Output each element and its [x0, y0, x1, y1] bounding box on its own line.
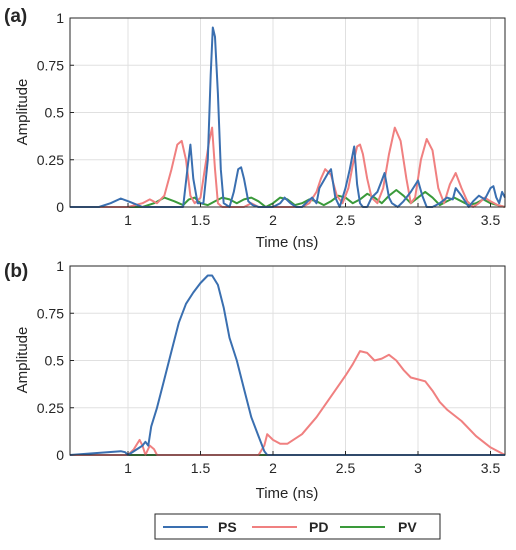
- x-tick-label: 1: [124, 212, 132, 228]
- x-tick-label: 3.5: [481, 460, 501, 476]
- panel-b-ylabel: Amplitude: [14, 327, 31, 394]
- x-tick-label: 3: [414, 460, 422, 476]
- x-tick-label: 1: [124, 460, 132, 476]
- y-tick-label: 1: [56, 10, 64, 26]
- x-tick-label: 2: [269, 460, 277, 476]
- panel-b-label: (b): [4, 261, 28, 282]
- series-line-ps: [69, 274, 505, 456]
- legend-label-pd: PD: [309, 519, 328, 535]
- panel-a-series: [70, 26, 506, 208]
- panel-b-series: [69, 274, 506, 456]
- legend: PS PD PV: [154, 513, 441, 540]
- y-tick-label: 0.5: [45, 353, 65, 369]
- panel-b-xlabel: Time (ns): [256, 485, 319, 502]
- x-tick-label: 3: [414, 212, 422, 228]
- series-line-pd: [70, 126, 506, 208]
- y-tick-label: 0.75: [37, 57, 64, 73]
- panel-a-xticks: 1 1.5 2 2.5 3 3.5: [124, 203, 500, 228]
- y-tick-label: 0: [56, 447, 64, 463]
- x-tick-label: 1.5: [191, 460, 211, 476]
- panel-b-yticks: 0 0.25 0.5 0.75 1: [37, 258, 74, 463]
- y-tick-label: 0: [56, 199, 64, 215]
- y-tick-label: 0.75: [37, 305, 64, 321]
- legend-label-pv: PV: [398, 519, 417, 535]
- x-tick-label: 3.5: [481, 212, 501, 228]
- panel-b-grid: [70, 265, 505, 456]
- panel-a-ylabel: Amplitude: [14, 79, 31, 146]
- panel-a-grid: [70, 17, 505, 208]
- series-line-ps: [70, 26, 506, 208]
- panel-a-yticks: 0 0.25 0.5 0.75 1: [37, 10, 74, 215]
- y-tick-label: 0.5: [45, 105, 65, 121]
- panel-a: (a) 1 1.5 2 2.5 3 3.5 0 0.25 0.5 0.75 1 Time (ns)…: [4, 6, 506, 251]
- x-tick-label: 2.5: [336, 212, 356, 228]
- panel-b-xticks: 1 1.5 2 2.5 3 3.5: [124, 451, 500, 476]
- series-line-pd: [70, 350, 506, 456]
- y-tick-label: 0.25: [37, 400, 64, 416]
- y-tick-label: 0.25: [37, 152, 64, 168]
- x-tick-label: 2: [269, 212, 277, 228]
- panel-a-label: (a): [4, 6, 27, 27]
- panel-a-xlabel: Time (ns): [256, 234, 319, 251]
- x-tick-label: 1.5: [191, 212, 211, 228]
- x-tick-label: 2.5: [336, 460, 356, 476]
- panel-b: (b) 1 1.5 2 2.5 3 3.5 0 0.25 0.5 0.75 1 Time (ns)…: [4, 258, 506, 502]
- y-tick-label: 1: [56, 258, 64, 274]
- legend-label-ps: PS: [218, 519, 237, 535]
